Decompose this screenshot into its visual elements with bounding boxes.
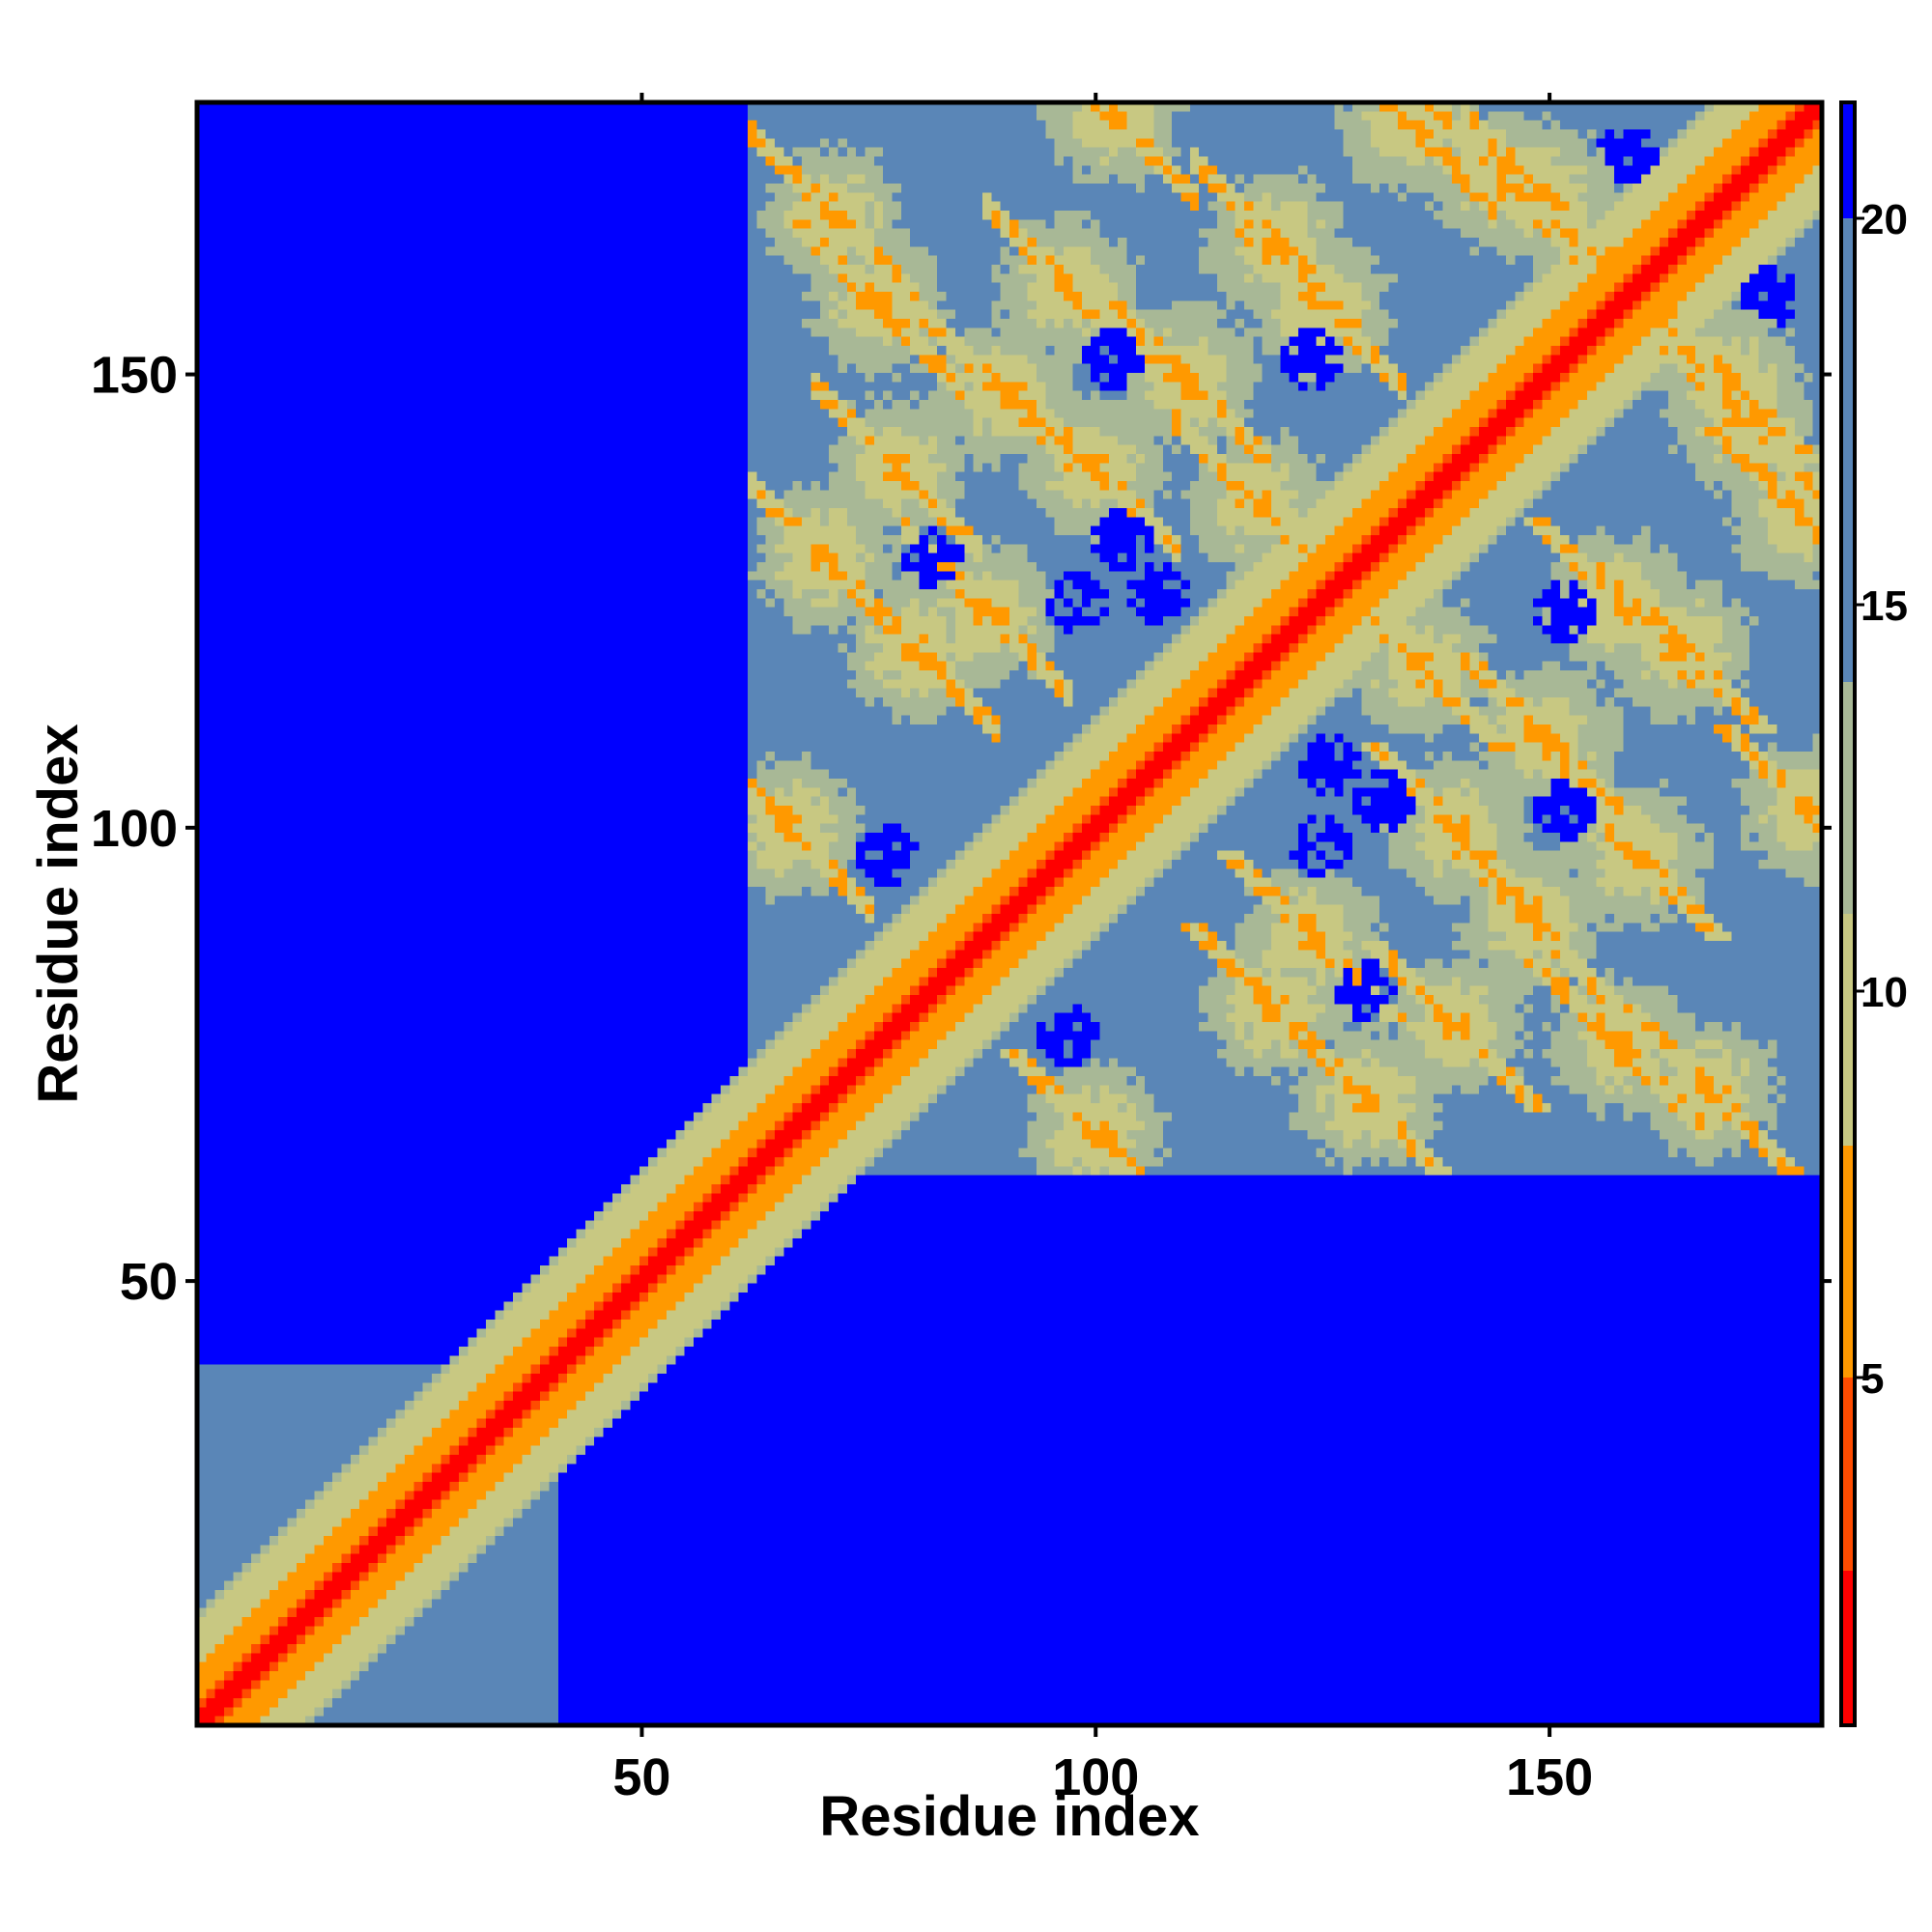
colorbar-bin [1841, 102, 1855, 218]
colorbar-tick-label: 15 [1861, 582, 1908, 630]
colorbar-bin [1841, 1378, 1855, 1571]
x-axis-label: Residue index [819, 1785, 1199, 1848]
colorbar: 5 10 15 20 [1839, 100, 1908, 1727]
y-tick-label: 100 [91, 800, 178, 858]
colorbar-bin [1841, 1571, 1855, 1725]
colorbar-tick-label: 10 [1861, 969, 1908, 1016]
heatmap [197, 102, 1822, 1725]
colorbar-tick-label: 20 [1861, 196, 1908, 243]
colorbar-bin [1841, 1146, 1855, 1378]
colorbar-bin [1841, 682, 1855, 914]
x-tick-label: 50 [612, 1748, 670, 1806]
plot-frame [194, 99, 1825, 1728]
colorbar-tick-label: 5 [1861, 1355, 1884, 1403]
colorbar-bin [1841, 218, 1855, 682]
x-tick-label: 150 [1506, 1748, 1593, 1806]
y-axis-label: Residue index [27, 724, 90, 1103]
colorbar-frame [1839, 100, 1857, 1727]
y-tick-label: 50 [120, 1253, 178, 1311]
colorbar-bin [1841, 914, 1855, 1146]
y-tick-label: 150 [91, 347, 178, 405]
x-tick-label: 100 [1052, 1748, 1139, 1806]
heatmap-cells [197, 102, 1822, 1725]
x-axis: 50 100 150 [612, 93, 1593, 1806]
y-axis: 50 100 150 [91, 347, 1832, 1311]
